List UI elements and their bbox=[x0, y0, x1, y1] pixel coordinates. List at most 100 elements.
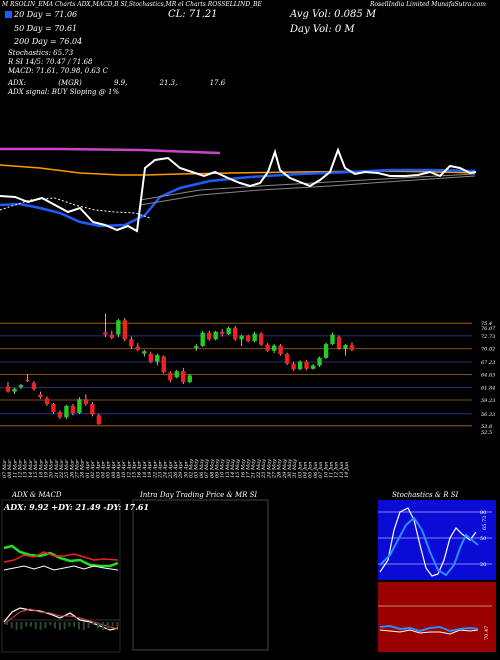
date-label: 17 May bbox=[246, 459, 252, 478]
date-label: 04 Jun bbox=[303, 462, 309, 478]
candle-body bbox=[25, 379, 30, 382]
date-label: 13 Mar bbox=[23, 459, 29, 478]
date-label: 07 Mar bbox=[2, 459, 8, 478]
stoch-d-line bbox=[379, 516, 479, 577]
date-label: 26 Apr bbox=[173, 460, 179, 479]
macd-hist-bar bbox=[20, 622, 23, 630]
adx-signal: ADX signal: BUY Sloping @ 1% bbox=[8, 88, 120, 96]
price-tick-label: 76.07 bbox=[481, 326, 496, 332]
date-label: 28 May bbox=[277, 459, 283, 479]
stoch-level-label: 50 bbox=[480, 536, 486, 542]
candle-body bbox=[181, 371, 186, 383]
candle-body bbox=[38, 394, 43, 398]
price-tick-label: 64.63 bbox=[481, 372, 495, 378]
ema50-text: 50 Day = 70.61 bbox=[14, 24, 78, 33]
date-label: 11 Jun bbox=[328, 462, 334, 478]
candle-body bbox=[64, 405, 69, 418]
date-label: 08 May bbox=[209, 459, 215, 478]
candle-body bbox=[200, 332, 205, 346]
candle-body bbox=[304, 361, 309, 369]
ema20-text: 20 Day = 71.06 bbox=[14, 10, 78, 19]
candle-body bbox=[317, 357, 322, 366]
date-label: 25 Apr bbox=[168, 460, 174, 479]
macd-hist-bar bbox=[39, 622, 42, 630]
date-label: 13 May bbox=[225, 459, 231, 478]
date-label: 07 May bbox=[204, 459, 210, 478]
macd-hist-bar bbox=[82, 622, 85, 630]
candle-body bbox=[226, 327, 231, 335]
macd-hist-bar bbox=[30, 622, 32, 627]
date-label: 16 Apr bbox=[137, 460, 143, 478]
candle-body bbox=[219, 331, 225, 335]
candle-body bbox=[343, 345, 348, 349]
adx-line-white bbox=[3, 565, 119, 571]
date-label: 05 Apr bbox=[106, 460, 112, 478]
stoch-text: Stochastics: 65.73 bbox=[8, 49, 74, 57]
candle-body bbox=[336, 336, 342, 349]
macd-hist-bar bbox=[87, 622, 90, 629]
candle-body bbox=[122, 320, 128, 340]
candle-body bbox=[129, 339, 134, 347]
candle-body bbox=[239, 335, 244, 340]
date-label: 18 Apr bbox=[142, 460, 148, 478]
macd-hist-bar bbox=[15, 622, 18, 630]
macd-hist-bar bbox=[63, 622, 66, 630]
date-label: 03 May bbox=[194, 459, 200, 478]
candle-body bbox=[142, 351, 147, 354]
candle-body bbox=[135, 346, 141, 350]
minus-di-line bbox=[3, 551, 119, 563]
date-label: 23 Apr bbox=[157, 460, 163, 479]
stoch-level-label: 80 bbox=[480, 510, 486, 516]
date-label: 08 Mar bbox=[7, 459, 13, 478]
candle-body bbox=[284, 354, 290, 364]
date-label: 27 Mar bbox=[75, 459, 81, 479]
legend-swatch-icon bbox=[5, 11, 12, 18]
date-label: 29 Apr bbox=[178, 460, 184, 479]
date-label: 04 Apr bbox=[100, 460, 106, 478]
date-label: 11 Mar bbox=[12, 459, 18, 478]
date-label: 22 Apr bbox=[152, 460, 158, 479]
macd-hist-bar bbox=[10, 622, 13, 629]
date-label: 26 Mar bbox=[69, 459, 75, 479]
date-label: 21 Mar bbox=[54, 459, 60, 479]
rsi-text: R SI 14/5: 70.47 / 71.68 bbox=[8, 58, 93, 66]
candle-body bbox=[330, 334, 335, 345]
date-label: 24 Apr bbox=[163, 460, 169, 479]
band-line-2 bbox=[139, 175, 476, 206]
date-label: 10 Apr bbox=[121, 460, 127, 478]
candle-body bbox=[213, 331, 218, 340]
rsi-line bbox=[379, 629, 479, 635]
intraday-panel-frame bbox=[132, 499, 269, 651]
candle-body bbox=[245, 335, 251, 342]
date-label: 18 Mar bbox=[38, 459, 44, 478]
avg-vol-label: Avg Vol: 0.085 M bbox=[290, 9, 377, 20]
date-label: 06 May bbox=[199, 459, 205, 478]
candle-body bbox=[12, 388, 17, 392]
candle-body bbox=[103, 332, 108, 335]
ema200-text: 200 Day = 76.04 bbox=[14, 37, 83, 46]
macd-hist-bar bbox=[102, 622, 104, 630]
macd-hist-bar bbox=[49, 622, 52, 626]
macd-hist-bar bbox=[78, 622, 80, 630]
date-label: 05 Jun bbox=[308, 462, 314, 478]
date-label: 28 Mar bbox=[80, 459, 86, 479]
ema200-line bbox=[0, 164, 476, 176]
date-label: 12 Jun bbox=[334, 462, 340, 478]
candle-body bbox=[258, 333, 264, 345]
candle-body bbox=[168, 372, 173, 381]
adx-line: ADX: (MGR) 9.9, 21.3, 17.6 bbox=[8, 79, 226, 87]
macd-hist-bar bbox=[54, 622, 56, 629]
candle-body bbox=[109, 334, 115, 338]
macd-hist-bar bbox=[25, 622, 28, 627]
macd-hist-bar bbox=[44, 622, 47, 629]
macd-text: MACD: 71.61, 70.98, 0.63 C bbox=[8, 67, 108, 75]
date-label: 16 May bbox=[240, 459, 246, 478]
date-label: 06 Jun bbox=[313, 462, 319, 478]
candle-body bbox=[77, 399, 82, 413]
date-label: 03 Jun bbox=[297, 462, 303, 478]
candle-body bbox=[310, 365, 316, 369]
date-label: 30 Apr bbox=[183, 460, 189, 478]
date-label: 14 May bbox=[230, 459, 236, 478]
price-tick-label: 52.5 bbox=[481, 430, 492, 436]
